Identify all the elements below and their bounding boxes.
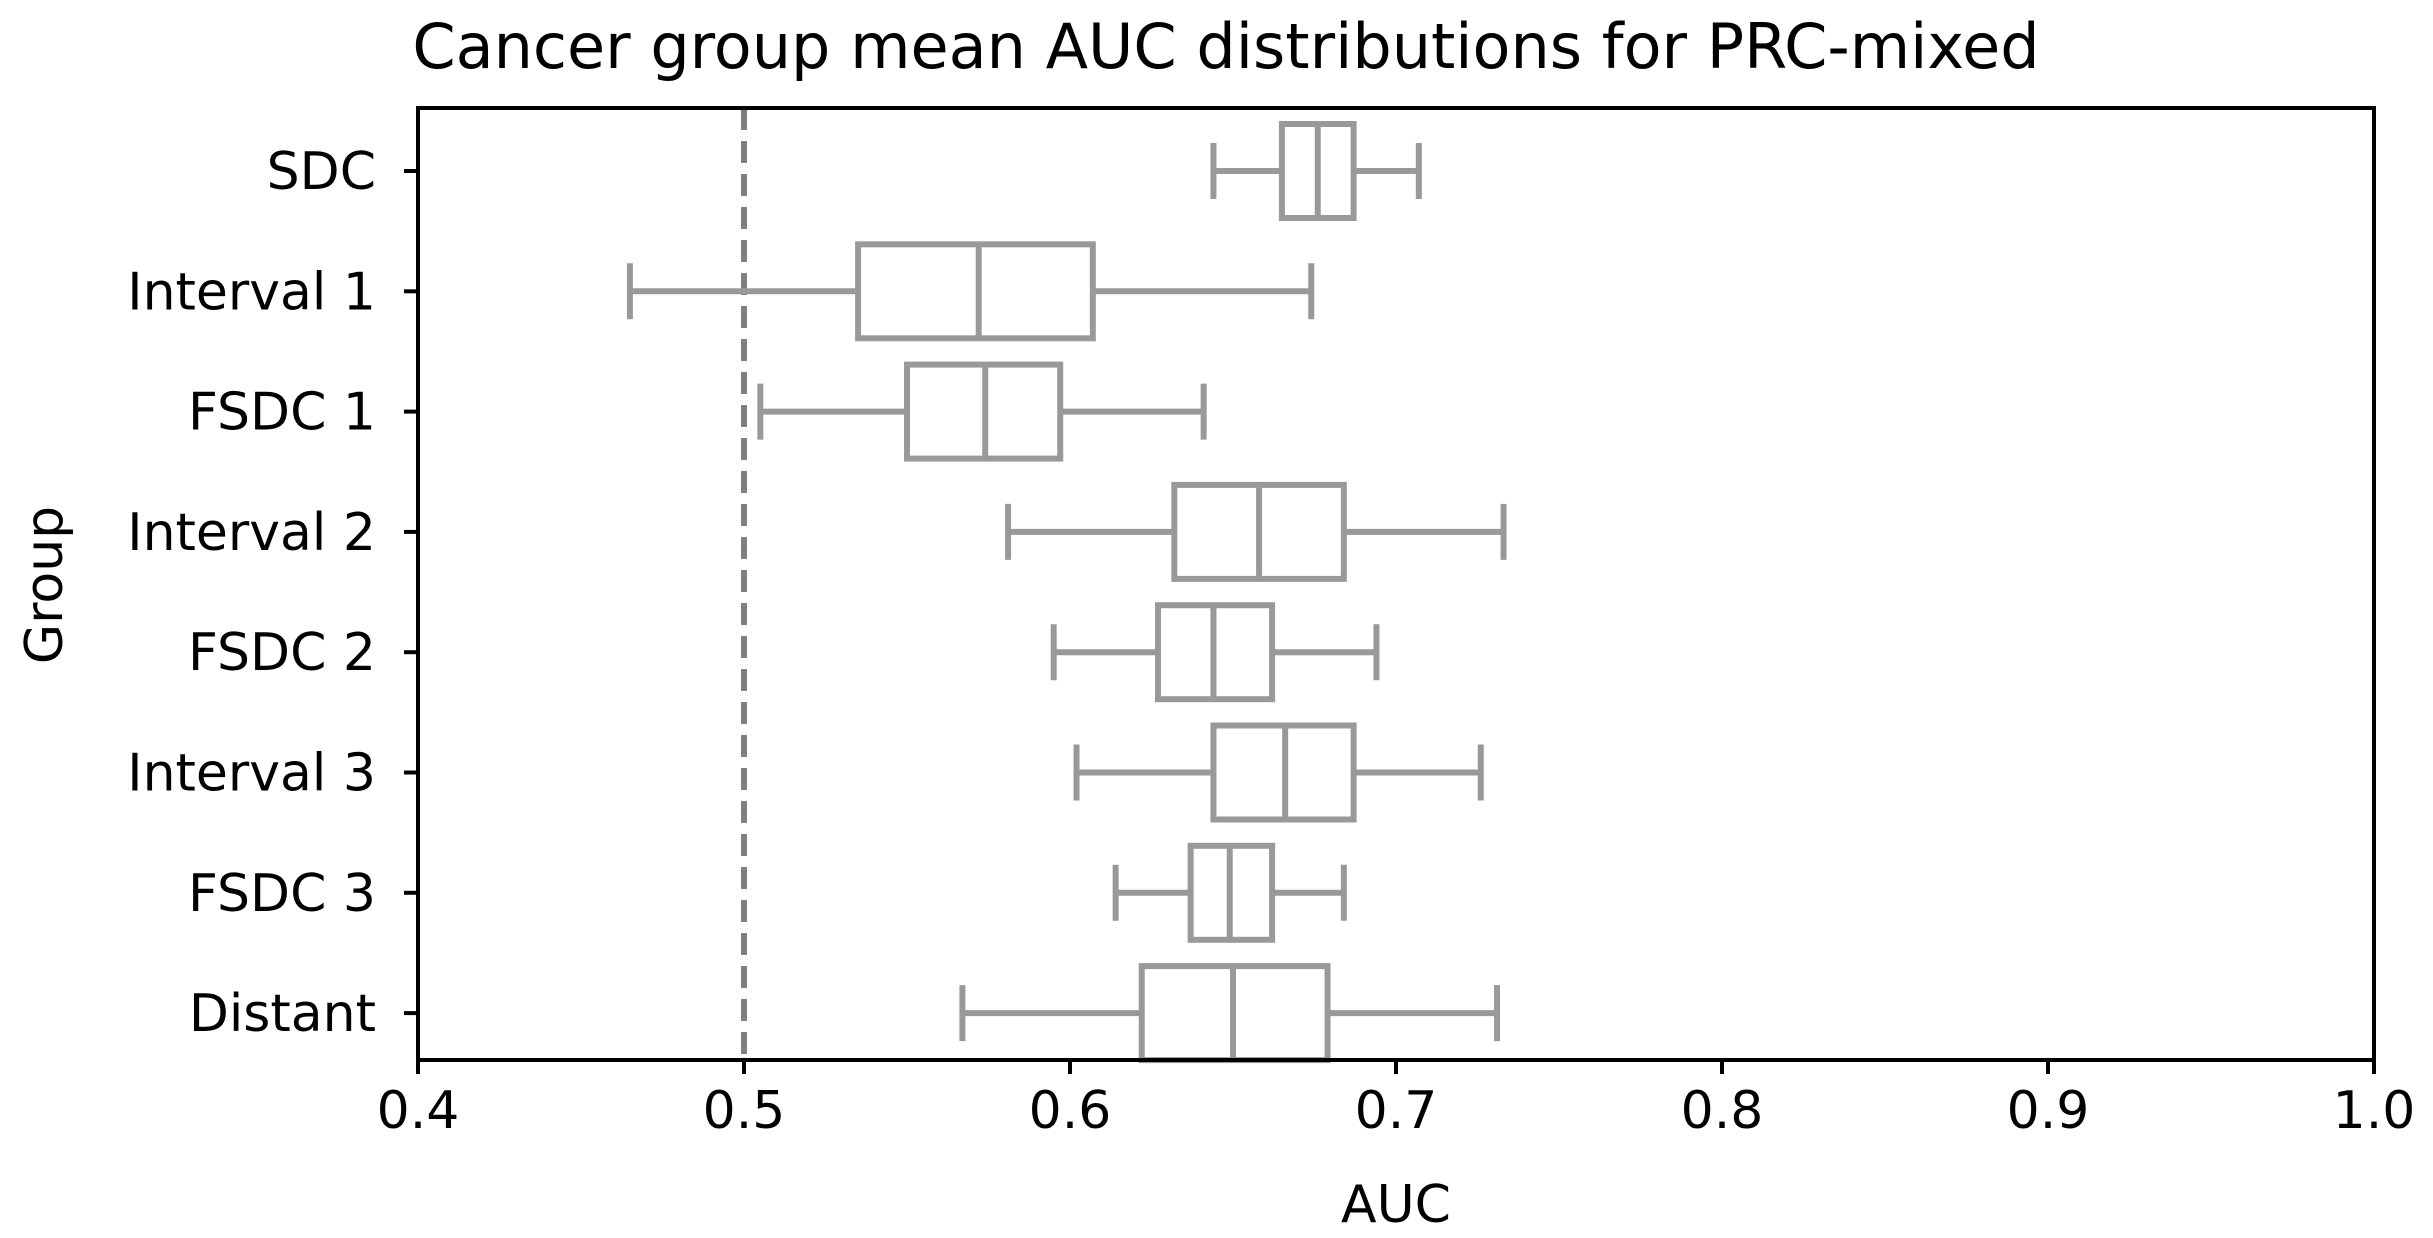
box-interval-3	[1073, 722, 1484, 823]
box-sdc	[1210, 121, 1422, 221]
box-fsdc-1	[757, 361, 1207, 462]
iqr-box	[855, 241, 1096, 342]
x-tick-label: 0.7	[1355, 1081, 1438, 1141]
y-tick-label: Distant	[189, 984, 376, 1044]
y-tick-label: FSDC 3	[188, 864, 376, 924]
x-tick-label: 1.0	[2333, 1081, 2416, 1141]
x-tick-label: 0.4	[377, 1081, 460, 1141]
y-tick-label: Interval 1	[127, 262, 376, 322]
box-fsdc-3	[1112, 842, 1347, 943]
x-tick-label: 0.8	[1681, 1081, 1764, 1141]
boxes-layer	[626, 121, 1507, 1064]
y-tick-label: SDC	[267, 142, 376, 202]
x-axis: 0.4 0.5 0.6 0.7 0.8 0.9 1.0	[377, 1060, 2416, 1141]
box-fsdc-2	[1050, 602, 1380, 703]
y-tick-label: Interval 2	[127, 503, 376, 563]
x-tick-label: 0.5	[703, 1081, 786, 1141]
box-interval-1	[626, 241, 1315, 342]
x-axis-label: AUC	[1341, 1175, 1451, 1235]
y-axis: SDC Interval 1 FSDC 1 Interval 2 FSDC 2 Inter…	[127, 142, 418, 1044]
x-tick-label: 0.9	[2007, 1081, 2090, 1141]
y-tick-label: FSDC 1	[188, 383, 376, 443]
y-tick-label: FSDC 2	[188, 623, 376, 683]
y-tick-label: Interval 3	[127, 744, 376, 804]
chart-title: Cancer group mean AUC distributions for …	[412, 10, 2039, 83]
box-interval-2	[1005, 481, 1507, 582]
x-tick-label: 0.6	[1029, 1081, 1112, 1141]
box-distant	[959, 963, 1501, 1064]
y-axis-label: Group	[15, 506, 75, 664]
